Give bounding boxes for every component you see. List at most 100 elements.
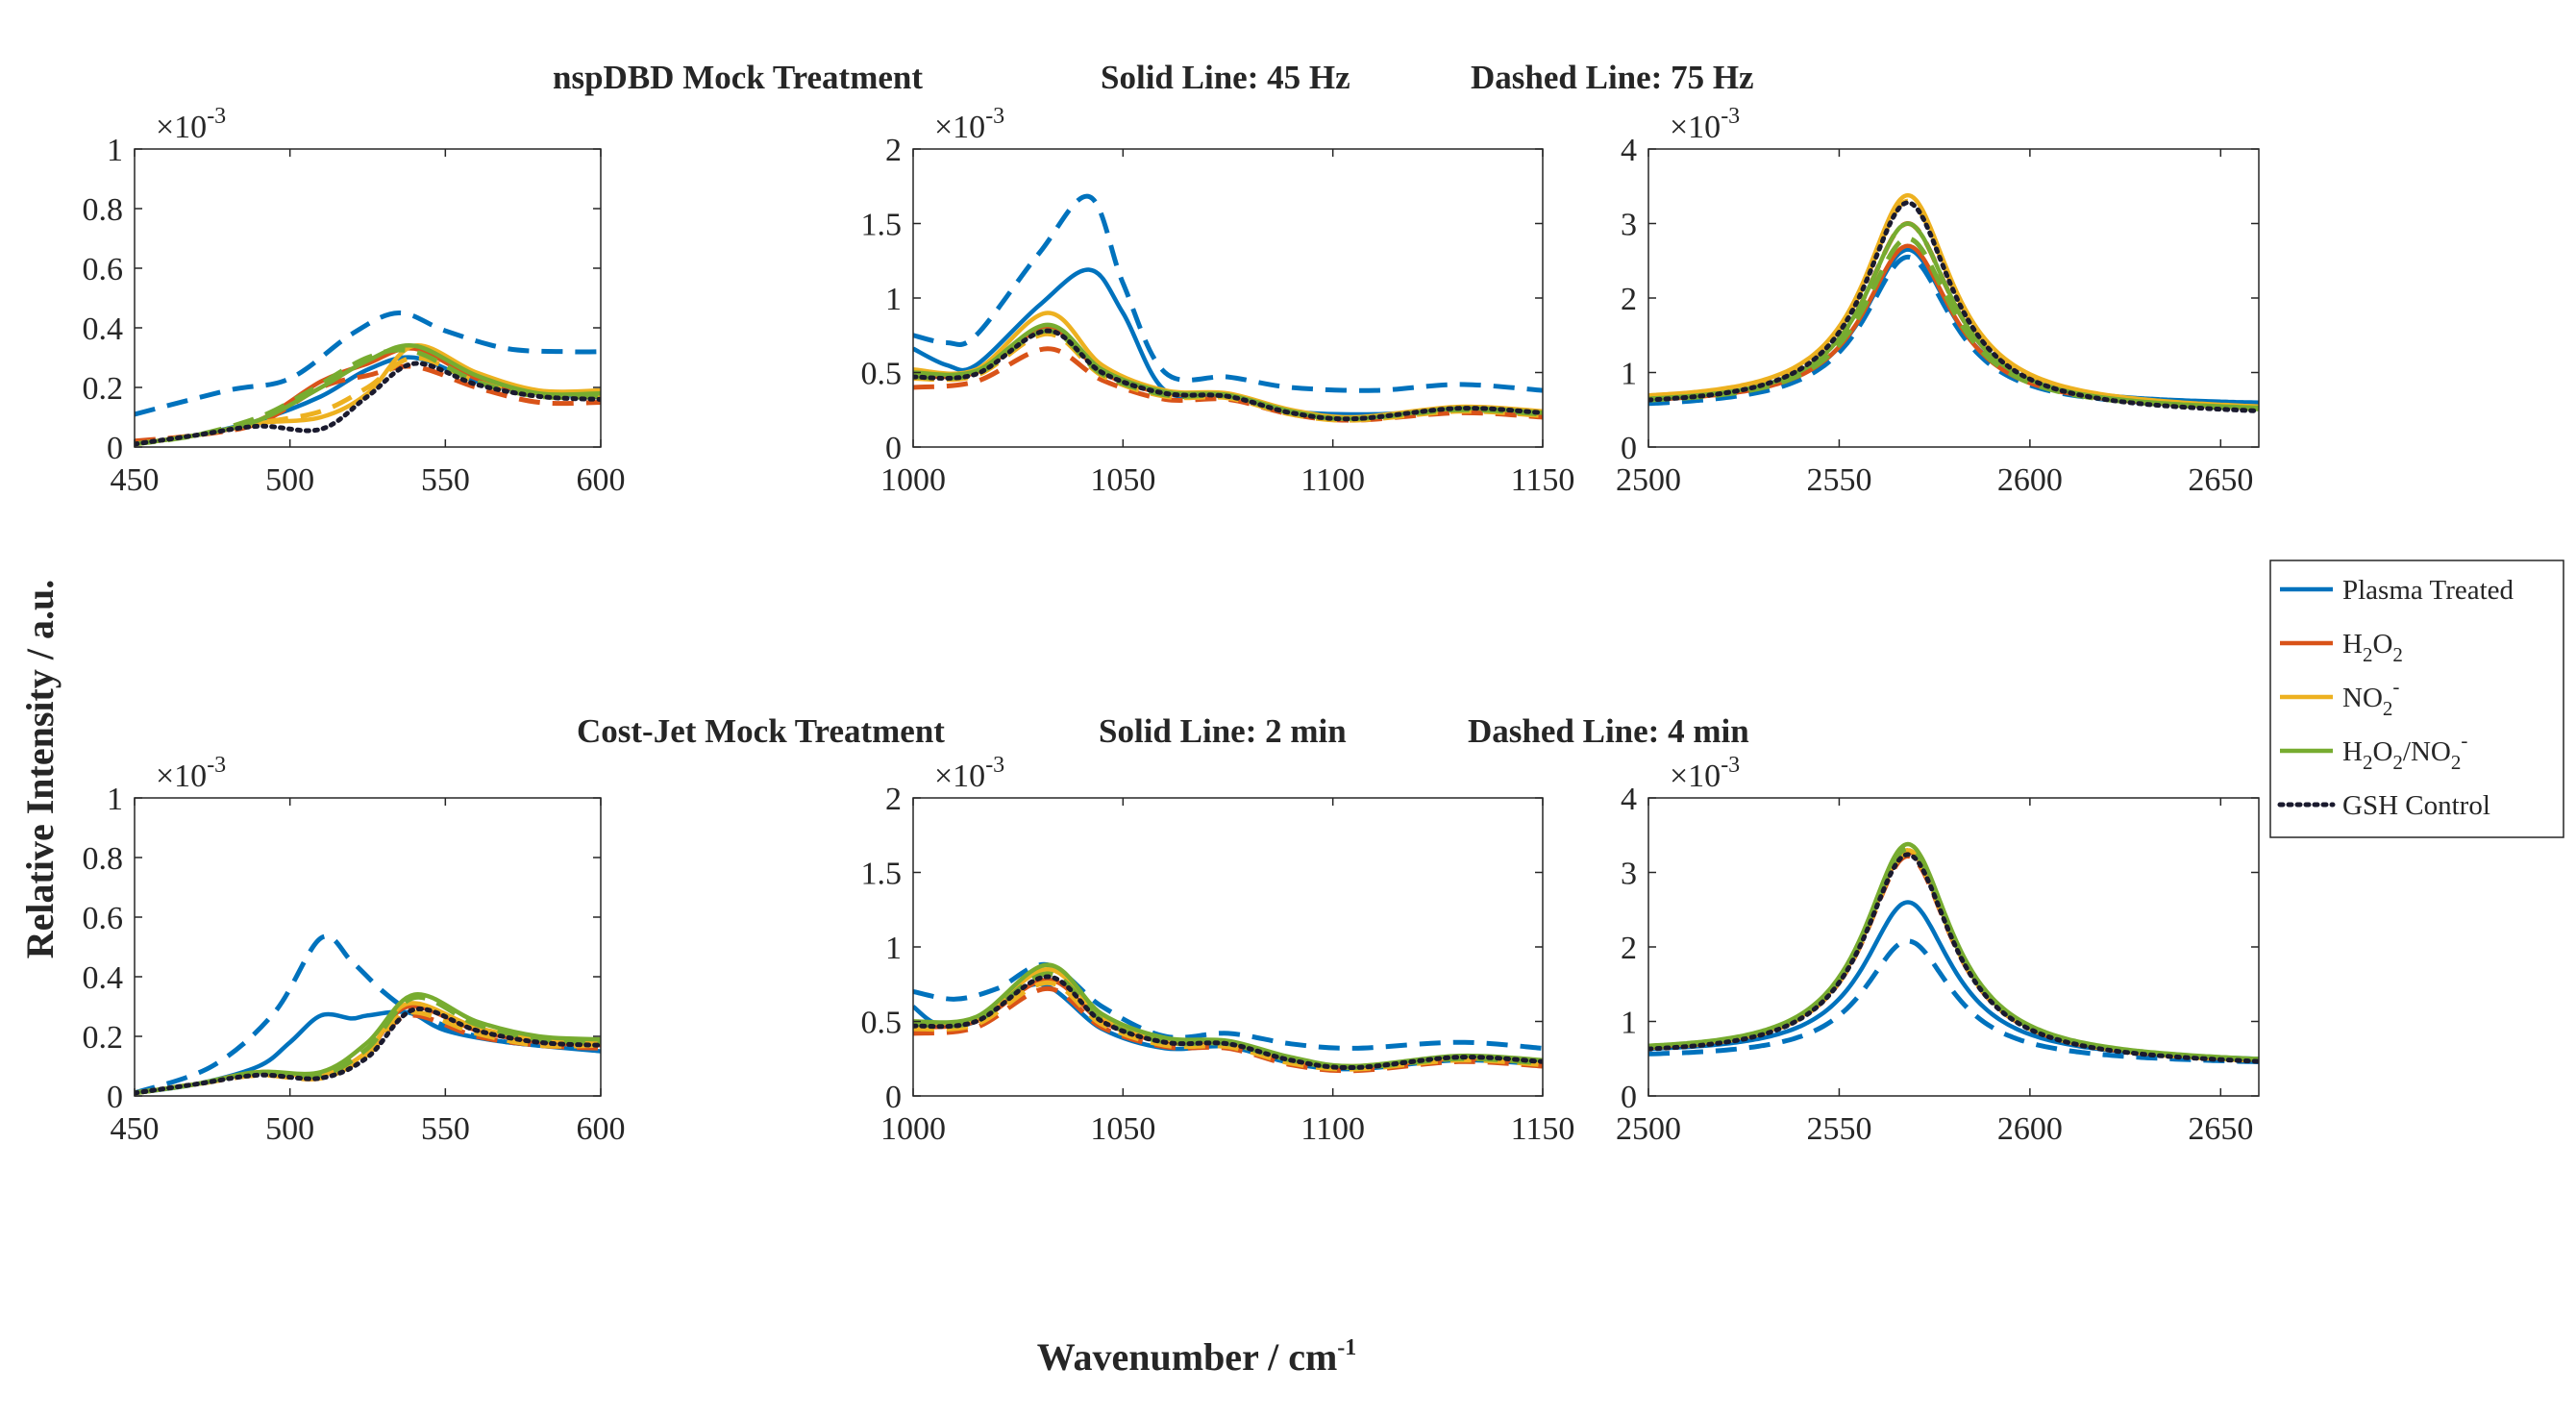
y-tick-label: 4 [1621, 133, 1637, 168]
y-multiplier-label: ×10-3 [1670, 753, 1740, 794]
top-title-study: nspDBD Mock Treatment [553, 59, 923, 96]
y-tick-label: 0 [107, 1080, 123, 1115]
legend-label-h2o2-no2: H2O2/NO2- [2342, 729, 2467, 774]
x-tick-label: 1000 [880, 1111, 946, 1147]
chart-panel-6: 0 1 2 3 4 2500 2550 2600 2650 ×10-3 [1616, 753, 2260, 1147]
legend-label-h2o2: H2O2 [2342, 629, 2403, 666]
y-multiplier-label: ×10-3 [156, 104, 226, 145]
y-tick-label: 1 [885, 931, 902, 966]
y-multiplier-label: ×10-3 [934, 104, 1004, 145]
x-tick-label: 600 [577, 1111, 626, 1147]
y-tick-label: 0.6 [83, 252, 124, 287]
y-tick-label: 1.5 [861, 208, 903, 243]
y-tick-label: 1 [107, 133, 123, 168]
top-title: nspDBD Mock Treatment Solid Line: 45 Hz … [553, 59, 1754, 96]
x-tick-label: 1100 [1300, 1111, 1365, 1147]
y-tick-label: 0.5 [861, 357, 903, 392]
plot-area [913, 798, 1543, 1096]
series-line-gsh-control-dotted [1648, 200, 2259, 413]
x-tick-label: 600 [577, 462, 626, 498]
series-line-plasma-treated-dashed [1648, 938, 2259, 1064]
chart-panel-4: 0 0.2 0.4 0.6 0.8 1 450 500 550 600 ×10-3 [83, 753, 626, 1147]
y-tick-label: 0.8 [83, 841, 124, 877]
legend-label-gsh-control: GSH Control [2342, 790, 2490, 821]
series-line-h2o2-no2-dashed [1648, 846, 2259, 1062]
y-tick-label: 2 [885, 133, 902, 168]
bottom-title-solid: Solid Line: 2 min [1099, 712, 1347, 750]
x-tick-label: 450 [111, 462, 160, 498]
x-tick-label: 1150 [1511, 1111, 1575, 1147]
chart-panel-2: 0 0.5 1 1.5 2 1000 1050 1100 1150 ×10-3 [861, 104, 1575, 498]
x-tick-label: 500 [265, 462, 314, 498]
x-tick-label: 2600 [1997, 1111, 2063, 1147]
x-axis-label: Wavenumber / cm-1 [1037, 1335, 1357, 1379]
x-tick-label: 500 [265, 1111, 314, 1147]
y-tick-label: 2 [1621, 282, 1637, 317]
top-title-solid: Solid Line: 45 Hz [1101, 59, 1350, 96]
x-tick-label: 2500 [1616, 1111, 1681, 1147]
top-title-dashed: Dashed Line: 75 Hz [1471, 59, 1754, 96]
y-tick-label: 0.8 [83, 192, 124, 228]
y-tick-label: 4 [1621, 782, 1637, 817]
series-group [1648, 192, 2259, 413]
x-tick-label: 2550 [1806, 1111, 1871, 1147]
x-tick-label: 1150 [1511, 462, 1575, 498]
x-tick-label: 2650 [2188, 462, 2253, 498]
axes-box [134, 148, 602, 448]
y-tick-label: 0 [107, 431, 123, 466]
series-line-gsh-control-dotted [1648, 852, 2259, 1064]
x-tick-label: 450 [111, 1111, 160, 1147]
y-multiplier-label: ×10-3 [156, 753, 226, 794]
axes-box [134, 797, 602, 1097]
y-tick-label: 2 [885, 782, 902, 817]
chart-panel-5: 0 0.5 1 1.5 2 1000 1050 1100 1150 ×10-3 [861, 753, 1575, 1147]
y-tick-label: 0 [885, 431, 902, 466]
series-group [135, 933, 601, 1096]
x-tick-label: 550 [421, 462, 470, 498]
y-tick-label: 1 [1621, 357, 1637, 392]
y-tick-label: 0.5 [861, 1006, 903, 1041]
chart-panel-1: 0 0.2 0.4 0.6 0.8 1 450 500 550 600 ×10-3 [83, 104, 626, 498]
y-tick-label: 0.4 [83, 960, 124, 996]
x-tick-label: 1000 [880, 462, 946, 498]
y-tick-label: 0.6 [83, 901, 124, 936]
series-group [135, 310, 601, 447]
series-line-gsh-control-dotted [135, 361, 601, 447]
x-axis-label-sup: -1 [1337, 1335, 1356, 1360]
y-tick-label: 0.4 [83, 311, 124, 347]
y-tick-label: 1 [1621, 1006, 1637, 1041]
x-axis-label-base: Wavenumber / cm [1037, 1335, 1338, 1379]
y-tick-label: 0 [1621, 431, 1637, 466]
y-multiplier-label: ×10-3 [1670, 104, 1740, 145]
bottom-title: Cost-Jet Mock Treatment Solid Line: 2 mi… [577, 712, 1749, 750]
x-tick-label: 2650 [2188, 1111, 2253, 1147]
x-tick-label: 1050 [1090, 462, 1155, 498]
y-tick-label: 3 [1621, 857, 1637, 892]
y-tick-label: 3 [1621, 208, 1637, 243]
y-tick-label: 1 [885, 282, 902, 317]
series-line-plasma-treated-dashed [913, 961, 1543, 1051]
y-multiplier-label: ×10-3 [934, 753, 1004, 794]
x-tick-label: 550 [421, 1111, 470, 1147]
legend: Plasma Treated H2O2 NO2- H2O2/NO2- GSH Contr… [2269, 560, 2564, 838]
y-tick-label: 0.2 [83, 371, 124, 407]
x-tick-label: 2550 [1806, 462, 1871, 498]
y-tick-label: 0 [1621, 1080, 1637, 1115]
series-group [913, 961, 1543, 1074]
legend-label-plasma-treated: Plasma Treated [2342, 575, 2514, 606]
x-tick-label: 2600 [1997, 462, 2063, 498]
x-tick-label: 2500 [1616, 462, 1681, 498]
y-tick-label: 2 [1621, 931, 1637, 966]
y-axis-label: Relative Intensity / a.u. [18, 580, 62, 958]
series-group [1648, 841, 2259, 1064]
y-tick-label: 0.2 [83, 1020, 124, 1056]
series-line-plasma-treated-dashed [913, 193, 1543, 393]
y-tick-label: 1 [107, 782, 123, 817]
chart-panel-3: 0 1 2 3 4 2500 2550 2600 2650 ×10-3 [1616, 104, 2260, 498]
series-line-gsh-control-dotted [913, 328, 1543, 422]
y-tick-label: 1.5 [861, 857, 903, 892]
series-line-plasma-treated-dashed [1648, 254, 2259, 410]
series-group [913, 193, 1543, 423]
bottom-title-study: Cost-Jet Mock Treatment [577, 712, 945, 750]
